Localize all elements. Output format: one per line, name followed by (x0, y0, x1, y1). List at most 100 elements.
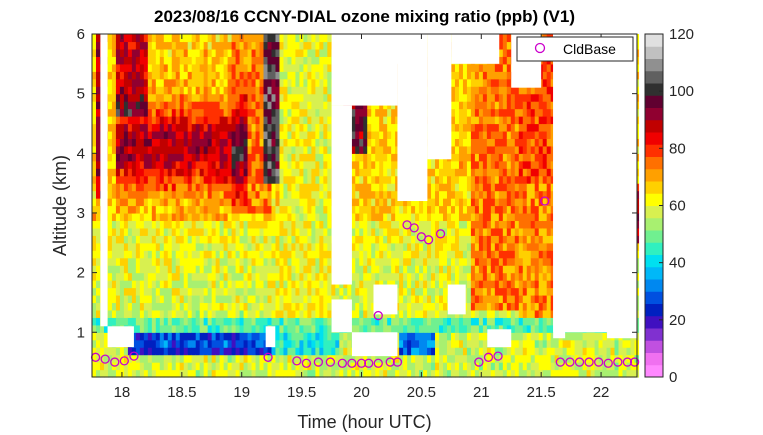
heatmap-cell (478, 212, 484, 222)
heatmap-cell (267, 354, 273, 363)
heatmap-cell (419, 324, 424, 333)
heatmap-cell (195, 63, 201, 72)
heatmap-cell (319, 205, 324, 214)
heatmap-cell (223, 168, 229, 177)
heatmap-cell (115, 34, 121, 43)
heatmap-cell (311, 63, 316, 72)
heatmap-cell (518, 145, 524, 154)
heatmap-cell (95, 160, 101, 169)
heatmap-cell (147, 324, 153, 333)
heatmap-cell (450, 138, 456, 147)
heatmap-cell (92, 63, 97, 72)
heatmap-cell (167, 287, 173, 296)
heatmap-cell (191, 123, 197, 132)
heatmap-cell (283, 265, 289, 274)
heatmap-cell (327, 190, 332, 199)
heatmap-cell (95, 138, 101, 147)
heatmap-cell (251, 41, 257, 50)
heatmap-cell (514, 198, 520, 207)
heatmap-cell (458, 153, 464, 162)
heatmap-cell (391, 198, 396, 207)
heatmap-cell (462, 108, 468, 117)
heatmap-cell (494, 175, 500, 184)
heatmap-cell (175, 93, 181, 102)
heatmap-cell (295, 183, 301, 192)
heatmap-cell (239, 272, 245, 281)
heatmap-cell (482, 287, 488, 296)
heatmap-cell (347, 339, 352, 348)
heatmap-cell (307, 347, 312, 356)
heatmap-cell (183, 257, 189, 266)
heatmap-cell (303, 101, 308, 110)
heatmap-cell (443, 250, 448, 259)
heatmap-cell (207, 257, 213, 266)
heatmap-cell (203, 56, 209, 65)
heatmap-cell (486, 71, 492, 80)
heatmap-cell (283, 108, 289, 117)
heatmap-cell (450, 183, 456, 192)
heatmap-cell (243, 265, 249, 274)
heatmap-cell (147, 220, 153, 229)
heatmap-cell (287, 175, 293, 184)
heatmap-cell (111, 63, 117, 72)
heatmap-cell (283, 71, 289, 80)
heatmap-cell (279, 116, 285, 125)
heatmap-cell (123, 56, 129, 65)
heatmap-cell (470, 309, 476, 318)
heatmap-cell (175, 116, 181, 125)
heatmap-cell (203, 309, 209, 318)
heatmap-cell (203, 130, 209, 139)
heatmap-cell (223, 332, 229, 341)
heatmap-cell (127, 116, 133, 125)
heatmap-cell (135, 116, 141, 125)
heatmap-cell (502, 48, 508, 57)
heatmap-cell (446, 324, 452, 333)
heatmap-cell (446, 257, 452, 266)
heatmap-cell (415, 198, 420, 207)
heatmap-cell (247, 86, 253, 95)
heatmap-cell (486, 108, 492, 117)
heatmap-cell (171, 198, 177, 207)
heatmap-cell (275, 93, 281, 102)
heatmap-cell (207, 101, 213, 110)
heatmap-cell (107, 78, 113, 87)
heatmap-cell (323, 265, 328, 274)
heatmap-cell (111, 309, 117, 318)
heatmap-cell (235, 183, 241, 192)
heatmap-cell (383, 324, 388, 333)
heatmap-cell (446, 212, 452, 222)
heatmap-cell (498, 93, 504, 102)
heatmap-cell (323, 317, 328, 326)
heatmap-cell (195, 287, 201, 296)
heatmap-cell (510, 183, 516, 192)
heatmap-cell (474, 71, 480, 80)
heatmap-cell (151, 101, 157, 110)
heatmap-cell (299, 183, 304, 192)
heatmap-cell (327, 34, 332, 43)
heatmap-cell (191, 362, 197, 371)
heatmap-cell (327, 130, 332, 139)
heatmap-cell (319, 242, 324, 251)
heatmap-cell (263, 265, 269, 274)
heatmap-cell (383, 257, 388, 266)
heatmap-cell (167, 198, 173, 207)
heatmap-cell (143, 317, 149, 326)
heatmap-cell (279, 265, 285, 274)
heatmap-cell (155, 34, 161, 43)
heatmap-cell (275, 324, 281, 333)
heatmap-cell (367, 302, 372, 311)
heatmap-cell (450, 160, 456, 169)
heatmap-cell (147, 138, 153, 147)
heatmap-cell (175, 235, 181, 244)
heatmap-cell (143, 265, 149, 274)
heatmap-cell (251, 145, 257, 154)
heatmap-cell (486, 257, 492, 266)
heatmap-cell (295, 265, 301, 274)
heatmap-cell (195, 175, 201, 184)
heatmap-cell (251, 369, 257, 378)
heatmap-cell (291, 280, 297, 289)
heatmap-cell (323, 362, 328, 371)
heatmap-cell (291, 257, 297, 266)
heatmap-cell (454, 257, 460, 266)
heatmap-cell (267, 93, 273, 102)
